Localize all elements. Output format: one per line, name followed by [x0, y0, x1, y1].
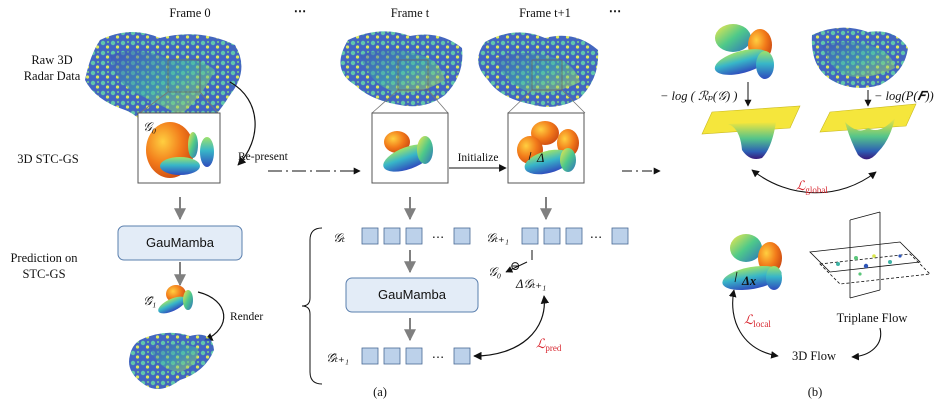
loss-pred-symbol: ℒpred [536, 336, 562, 353]
triplane-flow-label: Triplane Flow [837, 311, 908, 325]
gaumamba-left-label: GauMamba [146, 235, 215, 250]
ominus-symbol: ⊖ [510, 259, 520, 273]
render-arrow [197, 291, 225, 341]
frame-t-label: Frame t [391, 6, 430, 20]
frame-t1-label: Frame t+1 [519, 6, 571, 20]
tokens-ellipsis-3: ⋯ [432, 350, 445, 364]
stcgs-box-frame-t [371, 112, 449, 184]
flow3d-label: 3D Flow [792, 349, 836, 363]
raw-label-line1: Raw 3D [31, 53, 72, 67]
loss-local-symbol: ℒlocal [744, 312, 771, 329]
loss-global-arrow [751, 169, 877, 194]
pred-label-line2: STC-GS [22, 267, 65, 281]
caption-b: (b) [808, 385, 823, 399]
triplane-flow-graphic [809, 211, 931, 299]
curly-brace [301, 227, 323, 385]
delta-vector [528, 151, 532, 161]
predicted-radar-cloud [129, 332, 214, 389]
gaussian-dx-b: Δx [722, 234, 782, 291]
delta-g-symbol: Δ𝒢ₜ₊₁ [515, 277, 546, 291]
token-row-ghat: 𝒢̂ₜ₊₁ ⋯ [326, 347, 471, 365]
loss-global-symbol: ℒglobal [796, 178, 828, 195]
ellipsis-1: ⋯ [294, 4, 307, 18]
caption-a: (a) [373, 385, 387, 399]
raw-label-line2: Radar Data [24, 69, 81, 83]
gaumamba-module-left [117, 225, 243, 261]
triplane-to-3dflow-arrow [851, 327, 882, 361]
g-t-symbol: 𝒢ₜ [333, 231, 345, 245]
radar-cloud-b [811, 27, 908, 88]
loss-pred-arrow [473, 295, 550, 361]
gaussian-cluster-b [714, 24, 774, 79]
pred-label-line1: Prediction on [10, 251, 78, 265]
predicted-gaussians: 𝒢̂₁ [143, 285, 193, 314]
token-row-gt1: 𝒢ₜ₊₁ ⋯ [486, 227, 629, 245]
render-label: Render [230, 311, 263, 323]
represent-arrow [229, 81, 256, 166]
stcgs-box-frame0: 𝒢₀ [137, 112, 221, 184]
loss-local-arrow [728, 289, 779, 359]
stcgs-label: 3D STC-GS [17, 152, 79, 166]
gaumamba-module-mid [345, 277, 479, 313]
subtract-arrow [505, 261, 528, 273]
zoom-line-t1a [507, 89, 533, 114]
stcgs-box-frame-t1: Δ [507, 112, 585, 184]
ellipsis-2: ⋯ [609, 4, 622, 18]
token-row-gt: 𝒢ₜ ⋯ [333, 227, 471, 245]
delta-symbol: Δ [536, 151, 544, 165]
delta-x-symbol: Δx [741, 274, 756, 288]
g-t1-symbol: 𝒢ₜ₊₁ [486, 231, 509, 245]
zoom-line-tb [427, 89, 449, 114]
zoom-line-0b [199, 91, 219, 114]
tokens-ellipsis-2: ⋯ [590, 230, 603, 244]
radar-cloud-frame-t [340, 31, 463, 107]
tokens-ellipsis-1: ⋯ [432, 230, 445, 244]
zoom-line-0a [139, 91, 169, 114]
represent-label: Re-present [238, 151, 289, 163]
initialize-label: Initialize [458, 152, 499, 164]
neg-log-r-symbol: − log ( ℛₚ(𝒢) ) [660, 89, 737, 103]
zoom-line-t1b [561, 89, 586, 114]
surface-left [701, 105, 801, 159]
surface-right [819, 103, 917, 160]
radar-cloud-frame-t1 [478, 32, 599, 107]
zoom-line-ta [371, 89, 399, 114]
g0-symbol: 𝒢₀ [143, 120, 156, 134]
g0-small-symbol: 𝒢₀ [488, 265, 501, 279]
g-hat-t1-symbol: 𝒢̂ₜ₊₁ [326, 351, 349, 365]
frame-0-label: Frame 0 [169, 6, 210, 20]
g-hat-1-symbol: 𝒢̂₁ [143, 294, 156, 308]
neg-log-p-symbol: − log(P(𝑭)) [874, 89, 934, 103]
gaumamba-mid-label: GauMamba [378, 287, 447, 302]
